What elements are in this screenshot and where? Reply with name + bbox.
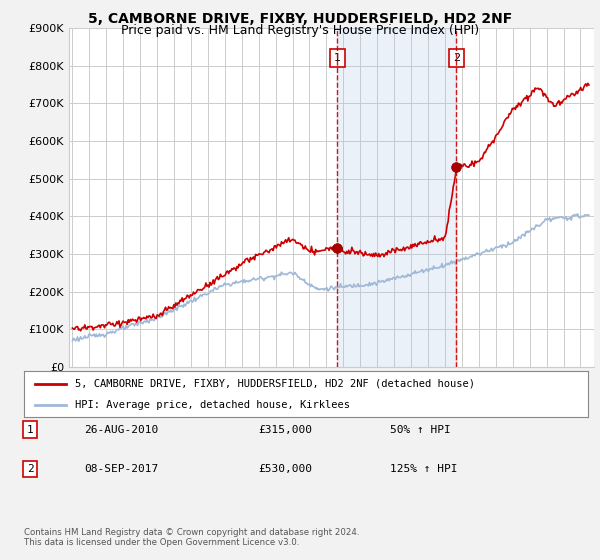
- Text: 26-AUG-2010: 26-AUG-2010: [84, 425, 158, 435]
- Text: £530,000: £530,000: [258, 464, 312, 474]
- Text: 5, CAMBORNE DRIVE, FIXBY, HUDDERSFIELD, HD2 2NF: 5, CAMBORNE DRIVE, FIXBY, HUDDERSFIELD, …: [88, 12, 512, 26]
- Text: Contains HM Land Registry data © Crown copyright and database right 2024.
This d: Contains HM Land Registry data © Crown c…: [24, 528, 359, 547]
- Text: Price paid vs. HM Land Registry's House Price Index (HPI): Price paid vs. HM Land Registry's House …: [121, 24, 479, 36]
- Text: 2: 2: [453, 53, 460, 63]
- Text: HPI: Average price, detached house, Kirklees: HPI: Average price, detached house, Kirk…: [75, 400, 350, 410]
- Text: 50% ↑ HPI: 50% ↑ HPI: [390, 425, 451, 435]
- Text: 08-SEP-2017: 08-SEP-2017: [84, 464, 158, 474]
- Text: 5, CAMBORNE DRIVE, FIXBY, HUDDERSFIELD, HD2 2NF (detached house): 5, CAMBORNE DRIVE, FIXBY, HUDDERSFIELD, …: [75, 379, 475, 389]
- Text: 2: 2: [26, 464, 34, 474]
- Bar: [337, 28, 457, 367]
- Text: 1: 1: [334, 53, 341, 63]
- Text: 1: 1: [26, 425, 34, 435]
- Text: 125% ↑ HPI: 125% ↑ HPI: [390, 464, 458, 474]
- Text: £315,000: £315,000: [258, 425, 312, 435]
